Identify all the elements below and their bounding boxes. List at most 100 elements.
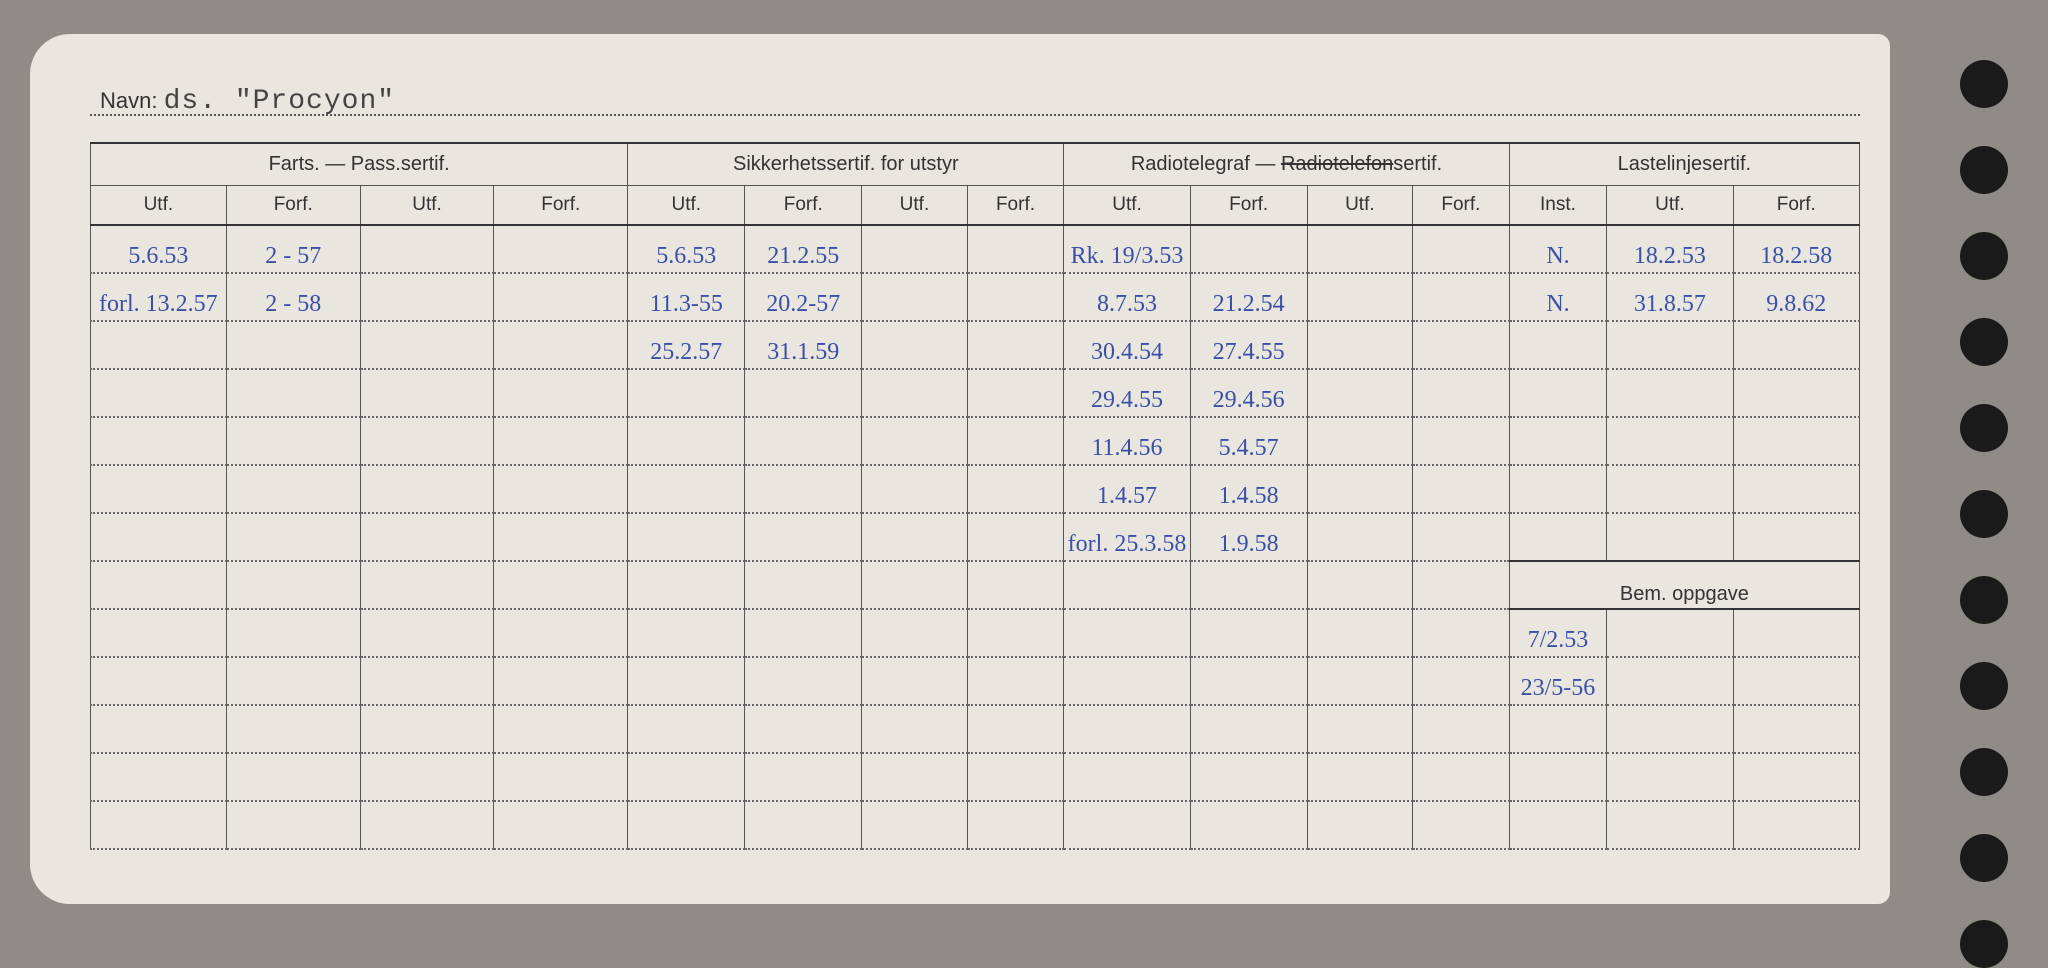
cell-farts_utf: [91, 321, 227, 369]
cell-empty: [1307, 753, 1412, 801]
cell-empty: [862, 753, 967, 801]
cell-laste_utf: [1607, 513, 1733, 561]
table-row: 23/5-56: [91, 657, 1860, 705]
cell-empty: [628, 705, 745, 753]
sub-utf: Utf.: [628, 185, 745, 225]
cell-laste_forf: 18.2.58: [1733, 225, 1859, 273]
cell-laste_utf: 18.2.53: [1607, 225, 1733, 273]
cell-empty: [1190, 609, 1307, 657]
cell-sikk_utf2: [862, 417, 967, 465]
punch-hole: [1960, 834, 2008, 882]
punch-hole: [1960, 232, 2008, 280]
table-row: [91, 753, 1860, 801]
cell-laste_utf: [1607, 321, 1733, 369]
sub-header-row: Utf. Forf. Utf. Forf. Utf. Forf. Utf. Fo…: [91, 185, 1860, 225]
cell-farts_utf: 5.6.53: [91, 225, 227, 273]
cell-sikk_utf: [628, 465, 745, 513]
cell-farts_utf: forl. 13.2.57: [91, 273, 227, 321]
cell-radio_utf2: [1307, 369, 1412, 417]
cell-empty: [1413, 609, 1510, 657]
cell-empty: [745, 657, 862, 705]
cell-empty: [967, 705, 1064, 753]
cell-radio_utf2: [1307, 273, 1412, 321]
punch-hole: [1960, 920, 2008, 968]
table-row: [91, 705, 1860, 753]
sub-forf: Forf.: [745, 185, 862, 225]
cell-sikk_utf: [628, 513, 745, 561]
cell-laste_inst: [1509, 321, 1607, 369]
bem-cell: [1607, 705, 1733, 753]
cell-laste_forf: [1733, 465, 1859, 513]
cell-sikk_utf: 5.6.53: [628, 225, 745, 273]
cell-empty: [1064, 801, 1190, 849]
group-sikkerhet: Sikkerhetssertif. for utstyr: [628, 143, 1064, 185]
cell-empty: [91, 801, 227, 849]
cell-empty: [494, 753, 628, 801]
cell-empty: [1413, 561, 1510, 609]
cell-radio_utf: 30.4.54: [1064, 321, 1190, 369]
cell-farts_utf2: [360, 225, 493, 273]
cell-empty: [967, 657, 1064, 705]
table-row: 5.6.532 - 575.6.5321.2.55Rk. 19/3.53N.18…: [91, 225, 1860, 273]
cell-sikk_utf2: [862, 321, 967, 369]
cell-laste_utf: [1607, 417, 1733, 465]
group-farts: Farts. — Pass.sertif.: [91, 143, 628, 185]
group-lastelinje: Lastelinjesertif.: [1509, 143, 1859, 185]
cell-empty: [1307, 801, 1412, 849]
cell-empty: [91, 657, 227, 705]
cell-empty: [494, 561, 628, 609]
cell-empty: [628, 657, 745, 705]
cell-farts_utf: [91, 369, 227, 417]
bem-header: Bem. oppgave: [1509, 561, 1859, 609]
cell-empty: [1064, 561, 1190, 609]
cell-empty: [1413, 705, 1510, 753]
cell-empty: [91, 705, 227, 753]
cell-radio_forf: 5.4.57: [1190, 417, 1307, 465]
cell-farts_utf2: [360, 321, 493, 369]
cell-laste_forf: [1733, 417, 1859, 465]
certificate-table: Farts. — Pass.sertif. Sikkerhetssertif. …: [90, 142, 1860, 850]
cell-empty: [1064, 753, 1190, 801]
cell-radio_forf2: [1413, 465, 1510, 513]
bem-cell: [1733, 609, 1859, 657]
cell-sikk_forf: [745, 513, 862, 561]
cell-sikk_utf: 25.2.57: [628, 321, 745, 369]
sub-utf: Utf.: [360, 185, 493, 225]
navn-value: ds. "Procyon": [164, 86, 395, 117]
cell-laste_utf: [1607, 369, 1733, 417]
bem-cell: [1509, 705, 1607, 753]
cell-radio_forf2: [1413, 225, 1510, 273]
cell-farts_utf: [91, 465, 227, 513]
radio-suffix: sertif.: [1393, 153, 1442, 175]
group-header-row: Farts. — Pass.sertif. Sikkerhetssertif. …: [91, 143, 1860, 185]
table-row: Bem. oppgave: [91, 561, 1860, 609]
cell-radio_forf: 1.4.58: [1190, 465, 1307, 513]
cell-empty: [1607, 801, 1733, 849]
cell-radio_utf2: [1307, 225, 1412, 273]
punch-hole: [1960, 576, 2008, 624]
cell-farts_forf: [226, 513, 360, 561]
cell-empty: [1413, 801, 1510, 849]
cell-sikk_utf2: [862, 369, 967, 417]
cell-sikk_forf: 20.2-57: [745, 273, 862, 321]
sub-utf: Utf.: [1607, 185, 1733, 225]
bem-cell: [1733, 705, 1859, 753]
cell-empty: [862, 609, 967, 657]
cell-laste_utf: 31.8.57: [1607, 273, 1733, 321]
cell-radio_forf: 27.4.55: [1190, 321, 1307, 369]
cell-empty: [1190, 561, 1307, 609]
navn-field: Navn: ds. "Procyon": [100, 86, 395, 117]
cell-farts_forf: [226, 369, 360, 417]
cell-empty: [360, 753, 493, 801]
cell-empty: [494, 705, 628, 753]
cell-empty: [1307, 657, 1412, 705]
cell-laste_forf: [1733, 369, 1859, 417]
group-radio: Radiotelegraf — Radiotelefonsertif.: [1064, 143, 1509, 185]
table-row: forl. 25.3.581.9.58: [91, 513, 1860, 561]
table-row: forl. 13.2.572 - 5811.3-5520.2-578.7.532…: [91, 273, 1860, 321]
cell-empty: [360, 609, 493, 657]
cell-empty: [967, 801, 1064, 849]
cell-empty: [862, 801, 967, 849]
cell-empty: [360, 657, 493, 705]
table-row: [91, 801, 1860, 849]
